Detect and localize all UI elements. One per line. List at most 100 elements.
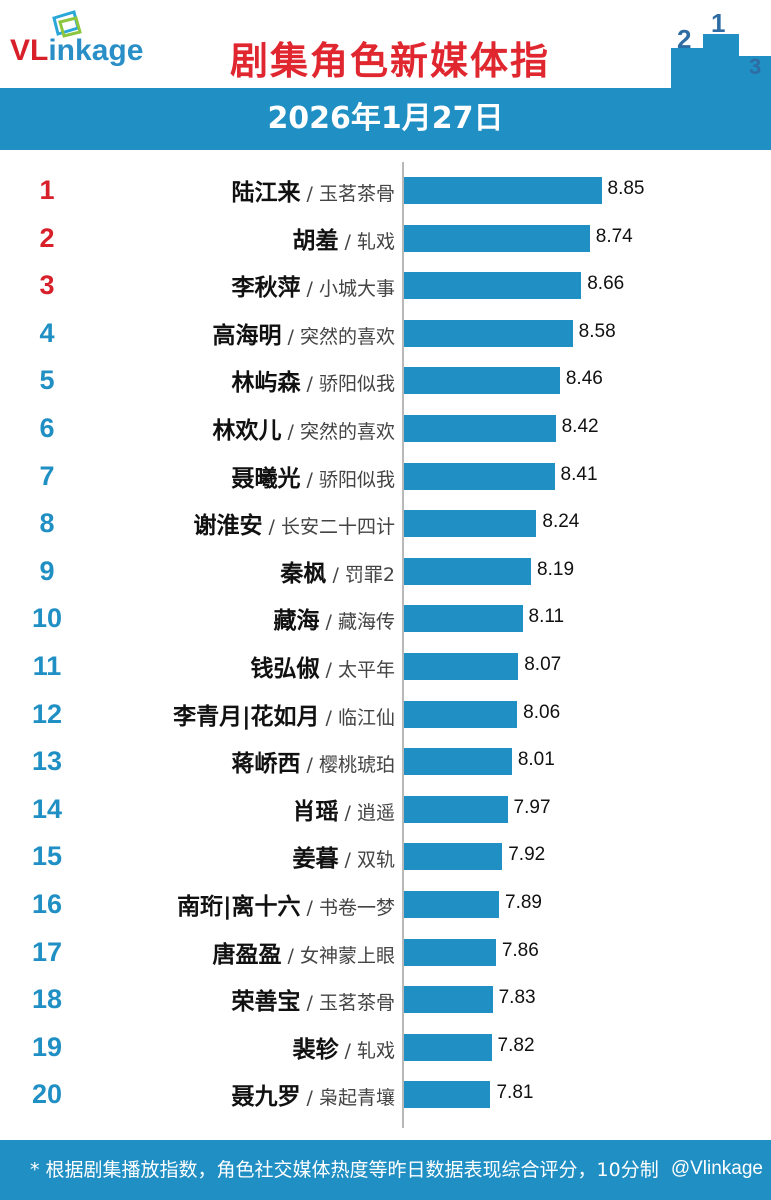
score-bar bbox=[404, 272, 582, 300]
character-name: 陆江来 bbox=[231, 180, 301, 206]
character-name: 李秋萍 bbox=[231, 275, 301, 302]
row-label: 李秋萍 / 小城大事 bbox=[232, 268, 396, 302]
rank-number: 2 bbox=[39, 222, 55, 253]
score-value-label: 8.74 bbox=[595, 225, 633, 247]
score-value-label: 8.85 bbox=[607, 178, 645, 199]
row-label: 裴轸 / 轧戏 bbox=[293, 1030, 396, 1064]
label-separator: / bbox=[300, 992, 319, 1015]
rank-number: 18 bbox=[31, 984, 63, 1015]
show-title: 藏海传 bbox=[337, 611, 395, 634]
show-title: 女神蒙上眼 bbox=[299, 944, 395, 967]
row-label: 钱弘俶 / 太平年 bbox=[251, 649, 396, 683]
show-title: 轧戏 bbox=[356, 1039, 395, 1062]
label-separator: / bbox=[262, 516, 281, 539]
score-bar bbox=[404, 653, 519, 680]
rank-number: 6 bbox=[39, 413, 55, 443]
rank-number: 20 bbox=[31, 1079, 63, 1110]
character-name: 姜暮 bbox=[292, 846, 339, 873]
label-separator: / bbox=[300, 373, 319, 396]
label-separator: / bbox=[281, 421, 300, 443]
label-separator: / bbox=[300, 183, 319, 205]
score-value-label: 7.97 bbox=[513, 796, 551, 818]
character-name: 唐盈盈 bbox=[212, 941, 282, 968]
score-bar bbox=[404, 1081, 491, 1109]
label-separator: / bbox=[319, 659, 338, 681]
score-value-label: 7.83 bbox=[498, 987, 536, 1009]
label-separator: / bbox=[338, 230, 357, 253]
rank-number: 17 bbox=[31, 936, 63, 967]
label-separator: / bbox=[300, 468, 319, 491]
rank-number: 10 bbox=[31, 603, 63, 634]
row-label: 高海明 / 突然的喜欢 bbox=[213, 316, 396, 350]
label-separator: / bbox=[300, 754, 319, 777]
rank-number: 13 bbox=[31, 746, 63, 777]
score-bar bbox=[404, 795, 508, 823]
date-banner: 2026年1月27日 bbox=[0, 88, 771, 150]
page-title: 剧集角色新媒体指 bbox=[230, 39, 551, 83]
score-value-label: 8.07 bbox=[524, 654, 562, 675]
character-name: 谢淮安 bbox=[193, 513, 263, 540]
row-label: 聂曦光 / 骄阳似我 bbox=[232, 459, 396, 493]
show-title: 书卷一梦 bbox=[318, 897, 395, 919]
character-name: 蒋峤西 bbox=[231, 751, 301, 778]
logo-mark-icon bbox=[52, 10, 82, 38]
footer-note: * 根据剧集播放指数，角色社交媒体热度等昨日数据表现综合评分，10分制 bbox=[0, 1140, 771, 1200]
show-title: 突然的喜欢 bbox=[299, 325, 395, 348]
rank-number: 8 bbox=[39, 508, 55, 539]
podium-label-2: 2 bbox=[677, 24, 691, 54]
label-separator: / bbox=[319, 611, 338, 634]
score-bar bbox=[404, 605, 523, 633]
character-name: 秦枫 bbox=[280, 560, 327, 587]
character-name: 钱弘俶 bbox=[250, 656, 320, 682]
rank-number: 5 bbox=[39, 365, 55, 396]
score-value-label: 8.24 bbox=[542, 511, 580, 533]
row-label: 聂九罗 / 枭起青壤 bbox=[232, 1077, 396, 1111]
score-value-label: 8.46 bbox=[565, 368, 603, 390]
score-value-label: 8.42 bbox=[561, 416, 599, 437]
show-title: 樱桃琥珀 bbox=[318, 754, 395, 777]
row-label: 秦枫 / 罚罪2 bbox=[280, 554, 395, 588]
show-title: 逍遥 bbox=[356, 801, 395, 824]
rank-number: 4 bbox=[39, 317, 55, 348]
label-separator: / bbox=[338, 801, 357, 824]
score-value-label: 7.92 bbox=[508, 844, 546, 866]
show-title: 枭起青壤 bbox=[318, 1087, 395, 1110]
label-separator: / bbox=[338, 849, 357, 872]
character-name: 聂九罗 bbox=[231, 1084, 301, 1111]
show-title: 骄阳似我 bbox=[318, 468, 395, 491]
score-bar bbox=[404, 510, 537, 538]
rank-number: 7 bbox=[39, 460, 55, 491]
label-separator: / bbox=[319, 706, 338, 729]
score-bar bbox=[404, 938, 496, 966]
rank-number: 9 bbox=[39, 555, 55, 586]
show-title: 罚罪2 bbox=[344, 563, 395, 586]
podium-icon: 2 1 3 bbox=[671, 8, 771, 88]
show-title: 骄阳似我 bbox=[318, 373, 395, 396]
show-title: 突然的喜欢 bbox=[299, 421, 395, 443]
row-label: 林屿森 / 骄阳似我 bbox=[232, 363, 396, 397]
rank-number: 3 bbox=[39, 270, 55, 301]
row-label: 荣善宝 / 玉茗茶骨 bbox=[232, 982, 396, 1016]
row-label: 谢淮安 / 长安二十四计 bbox=[194, 506, 396, 540]
show-title: 玉茗茶骨 bbox=[318, 183, 395, 205]
character-name: 林欢儿 bbox=[212, 418, 282, 444]
rank-number: 11 bbox=[32, 651, 62, 681]
chart-axis-line bbox=[402, 162, 404, 1128]
row-label: 唐盈盈 / 女神蒙上眼 bbox=[213, 935, 396, 969]
label-separator: / bbox=[326, 563, 345, 586]
show-title: 双轨 bbox=[356, 849, 395, 872]
character-name: 藏海 bbox=[273, 608, 320, 635]
score-bar bbox=[404, 748, 512, 776]
score-bar bbox=[404, 843, 503, 871]
row-label: 李青月|花如月 / 临江仙 bbox=[173, 697, 395, 731]
rank-number: 14 bbox=[31, 793, 63, 824]
show-title: 临江仙 bbox=[337, 706, 395, 729]
label-separator: / bbox=[338, 1039, 357, 1062]
score-bar bbox=[404, 415, 556, 442]
character-name: 裴轸 bbox=[292, 1036, 339, 1063]
score-bar bbox=[404, 891, 500, 918]
score-value-label: 8.41 bbox=[560, 463, 598, 485]
row-label: 南珩|离十六 / 书卷一梦 bbox=[177, 887, 395, 921]
row-label: 姜暮 / 双轨 bbox=[293, 839, 396, 873]
header: VLinkage 剧集角色新媒体指 2 1 3 bbox=[0, 0, 771, 88]
